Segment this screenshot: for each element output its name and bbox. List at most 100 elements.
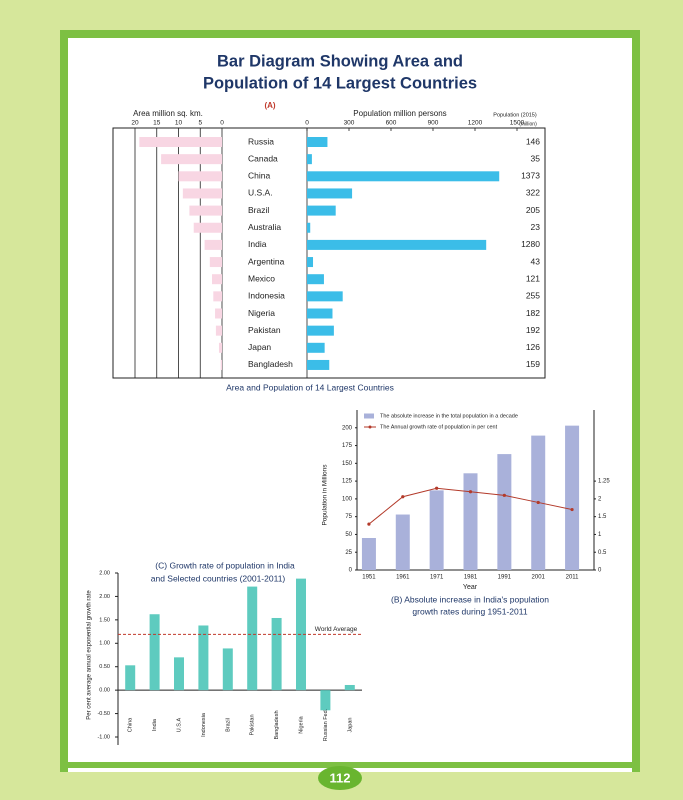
- right-stripe: [632, 30, 640, 772]
- y-axis-title: Population in Millions: [322, 464, 329, 526]
- x-tick-label: Indonesia: [201, 712, 207, 737]
- value-label: 159: [526, 359, 540, 369]
- y2-tick-label: 1: [598, 532, 602, 538]
- y2-tick-label: 0: [598, 568, 602, 574]
- value-label: 146: [526, 136, 540, 146]
- bar: [320, 690, 331, 711]
- x-tick-label: Nigeria: [298, 715, 304, 733]
- legend-label: The Annual growth rate of population in …: [380, 424, 498, 430]
- x-tick-label: 15: [153, 120, 161, 127]
- population-bar: [307, 137, 328, 147]
- x-tick-label: 0: [305, 120, 309, 127]
- bar: [125, 665, 136, 691]
- population-bar: [307, 188, 353, 199]
- area-bar: [161, 154, 222, 165]
- bar: [429, 490, 444, 570]
- bar: [395, 514, 410, 570]
- area-bar: [139, 137, 222, 147]
- y2-tick-label: 0.5: [598, 550, 607, 556]
- chart-title: (C) Growth rate of population in India: [155, 560, 295, 570]
- x-tick-label: 20: [131, 120, 139, 127]
- area-bar: [193, 222, 222, 233]
- category-label: Pakistan: [248, 325, 281, 335]
- category-label: Bangladesh: [248, 359, 293, 369]
- y2-tick-label: 1.5: [598, 514, 607, 520]
- category-label: India: [248, 239, 267, 249]
- population-bar: [307, 342, 325, 353]
- population-bar: [307, 257, 314, 268]
- category-label: Japan: [248, 342, 271, 352]
- bottom-stripe: [60, 762, 640, 768]
- point: [435, 486, 439, 490]
- bar: [463, 473, 478, 570]
- x-tick-label: 10: [175, 120, 183, 127]
- value-unit: (million): [519, 121, 537, 127]
- population-bar: [307, 171, 500, 182]
- bar: [271, 617, 282, 691]
- axis-title: Population million persons: [353, 109, 446, 118]
- y-tick-label: -1.00: [97, 734, 110, 740]
- y-tick-label: 2.00: [99, 570, 110, 576]
- x-tick-label: 2001: [532, 575, 546, 581]
- value-label: 255: [526, 291, 540, 301]
- x-tick-label: 1961: [396, 575, 410, 581]
- category-label: Australia: [248, 222, 281, 232]
- legend-swatch: [364, 413, 374, 419]
- x-tick-label: Bangladesh: [274, 710, 280, 739]
- point: [367, 522, 371, 526]
- page-badge: [318, 766, 362, 790]
- area-bar: [182, 188, 222, 199]
- value-label: 121: [526, 273, 540, 283]
- x-tick-label: 1500: [510, 120, 525, 127]
- axis-title: Area million sq. km.: [133, 109, 203, 118]
- x-tick-label: U.S.A: [176, 717, 182, 732]
- chart-title: Bar Diagram Showing Area and: [217, 52, 463, 70]
- y-axis-title: Per cent average annual exponential grow…: [87, 590, 93, 720]
- population-bar: [307, 274, 324, 285]
- population-bar: [307, 239, 487, 250]
- value-label: 35: [531, 153, 541, 163]
- area-bar: [215, 325, 222, 336]
- bar: [565, 425, 580, 570]
- category-label: Mexico: [248, 273, 275, 283]
- legend-swatch: [368, 425, 372, 429]
- chart-caption: (B) Absolute increase in India's populat…: [391, 594, 549, 604]
- point: [536, 500, 540, 505]
- category-label: Russia: [248, 136, 274, 146]
- y-tick-label: 125: [342, 479, 353, 485]
- point: [401, 495, 405, 499]
- category-label: Canada: [248, 153, 278, 163]
- y-tick-label: 25: [345, 550, 352, 556]
- bar: [361, 538, 376, 570]
- area-bar: [220, 359, 222, 370]
- bar: [198, 625, 209, 691]
- point: [502, 493, 506, 497]
- value-label: 23: [531, 222, 541, 232]
- x-tick-label: 900: [428, 120, 439, 127]
- top-stripe: [60, 30, 640, 38]
- population-bar: [307, 205, 336, 216]
- y2-tick-label: 2: [598, 496, 602, 502]
- x-tick-label: Pakistan: [250, 714, 256, 735]
- y2-tick-label: 1.25: [598, 479, 610, 485]
- bar: [344, 684, 355, 691]
- x-tick-label: 1991: [498, 575, 512, 581]
- population-bar: [307, 325, 334, 336]
- y-tick-label: 50: [345, 532, 352, 538]
- area-bar: [218, 342, 222, 353]
- area-bar: [215, 308, 222, 319]
- legend-label: The absolute increase in the total popul…: [380, 413, 518, 419]
- y-tick-label: 175: [342, 443, 353, 449]
- x-tick-label: 5: [198, 120, 202, 127]
- category-label: Nigeria: [248, 308, 275, 318]
- x-tick-label: Brazil: [225, 718, 231, 732]
- population-bar: [307, 359, 330, 370]
- y-tick-label: 0.00: [99, 688, 110, 694]
- area-bar: [211, 274, 222, 285]
- x-tick-label: 600: [386, 120, 397, 127]
- y-tick-label: 200: [342, 425, 353, 431]
- value-label: 182: [526, 308, 540, 318]
- x-tick-label: 1951: [362, 575, 376, 581]
